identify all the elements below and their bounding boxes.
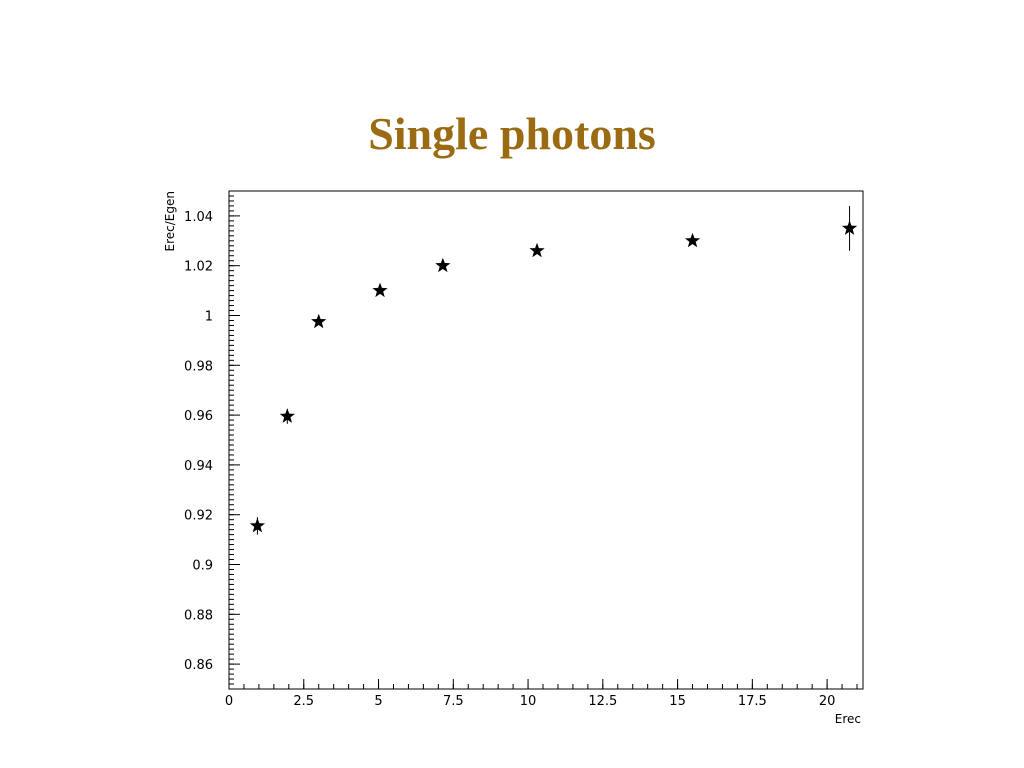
y-tick-label: 1.04 <box>184 210 213 225</box>
x-tick-label: 15 <box>669 694 686 709</box>
data-point-star <box>311 313 327 329</box>
slide-title: Single photons <box>368 108 656 159</box>
x-tick-label: 7.5 <box>443 694 464 709</box>
data-points <box>249 205 858 535</box>
x-tick-label: 0 <box>225 694 233 709</box>
y-axis-title: Erec/Egen <box>163 191 177 251</box>
x-tick-label: 17.5 <box>738 694 767 709</box>
plot-frame <box>228 190 864 690</box>
x-tick-label: 2.5 <box>293 694 314 709</box>
x-tick-label: 5 <box>374 694 382 709</box>
x-axis-title: Erec <box>835 712 861 726</box>
data-point-star <box>435 257 451 273</box>
data-point-star <box>529 242 545 258</box>
y-tick-label: 0.86 <box>184 658 213 673</box>
y-tick-label: 0.88 <box>184 608 213 623</box>
y-tick-label: 1 <box>205 310 213 325</box>
y-tick-label: 0.98 <box>184 359 213 374</box>
y-tick-label: 0.92 <box>184 509 213 524</box>
x-tick-label: 20 <box>819 694 836 709</box>
data-point-star <box>841 220 858 235</box>
x-axis-ticks: 0 2.5 5 7.5 10 12.5 15 17.5 20 <box>225 679 858 709</box>
x-tick-label: 12.5 <box>588 694 617 709</box>
data-point-star <box>249 517 266 533</box>
y-tick-label: 0.96 <box>184 409 213 424</box>
y-tick-label: 1.02 <box>184 260 213 275</box>
y-tick-label: 0.9 <box>192 559 213 574</box>
data-point-star <box>372 282 388 298</box>
y-tick-label: 0.94 <box>184 459 213 474</box>
data-point-star <box>684 232 701 248</box>
data-point-star <box>279 408 295 423</box>
x-tick-label: 10 <box>520 694 537 709</box>
y-axis-ticks: 0.86 0.88 0.9 0.92 0.94 0.96 0.98 1 1.02 1.04 <box>184 190 240 690</box>
